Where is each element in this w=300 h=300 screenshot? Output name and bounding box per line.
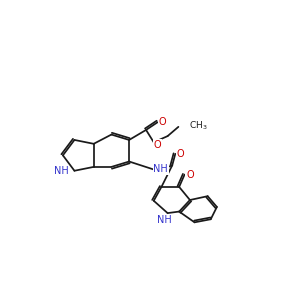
Text: CH$_3$: CH$_3$ xyxy=(189,119,208,132)
Text: O: O xyxy=(186,169,194,180)
Text: O: O xyxy=(158,117,166,127)
Text: NH: NH xyxy=(153,164,168,174)
Text: O: O xyxy=(154,140,161,150)
Text: NH: NH xyxy=(53,166,68,176)
Text: O: O xyxy=(177,149,184,159)
Text: NH: NH xyxy=(157,215,172,225)
